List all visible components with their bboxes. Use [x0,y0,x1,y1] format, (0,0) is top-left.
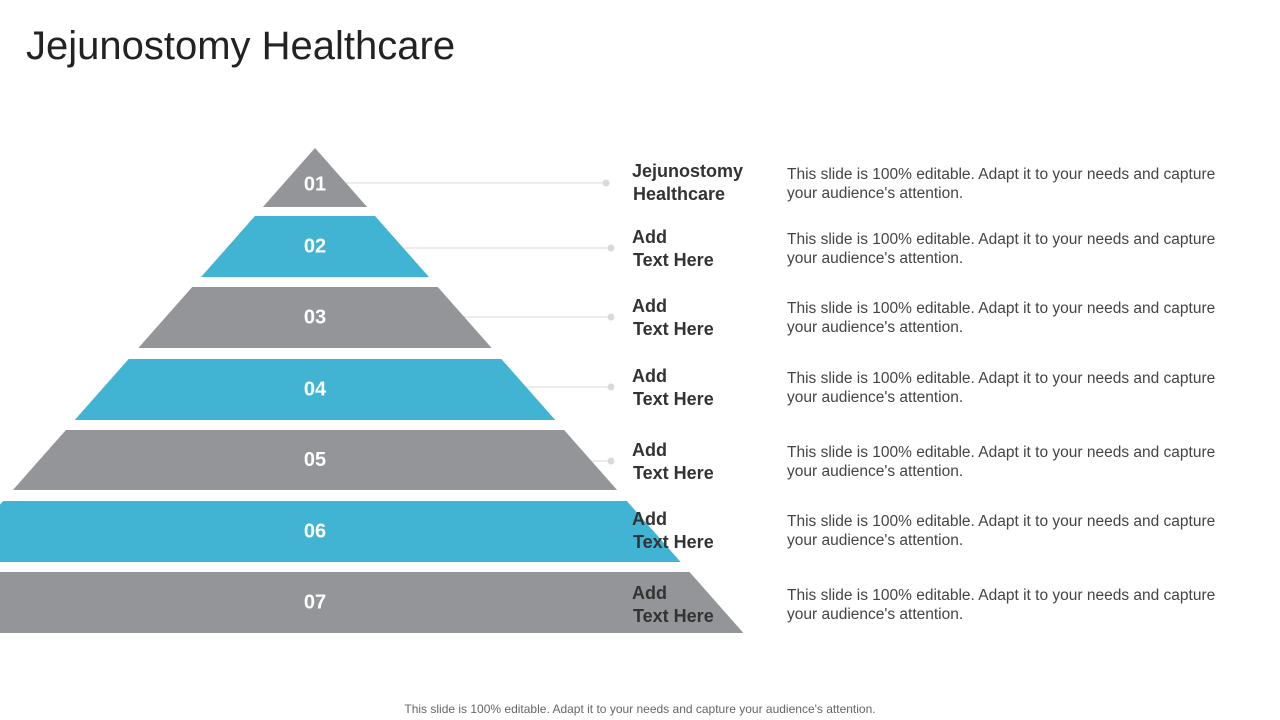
slide-title: Jejunostomy Healthcare [26,24,456,68]
pyramid-level-02 [201,216,429,277]
level-heading: Jejunostomy Healthcare [632,160,772,206]
level-heading: Add Text Here [632,439,772,485]
level-heading-line1: Add [632,583,667,603]
connector-dot [607,457,615,465]
footer-note: This slide is 100% editable. Adapt it to… [404,702,876,716]
level-heading-line1: Add [632,440,667,460]
level-number: 02 [304,236,326,258]
level-heading-line2: Text Here [633,250,714,270]
pyramid-level-06 [0,501,681,562]
level-description: This slide is 100% editable. Adapt it to… [787,444,1216,480]
level-heading: Add Text Here [632,365,772,411]
level-description: This slide is 100% editable. Adapt it to… [787,166,1216,202]
level-description: This slide is 100% editable. Adapt it to… [787,370,1216,406]
level-heading-line2: Text Here [633,606,714,626]
level-description: This slide is 100% editable. Adapt it to… [787,300,1216,336]
connector-dot [607,244,615,252]
pyramid-level-05 [12,430,618,490]
level-number: 05 [304,449,326,471]
pyramid-level-04 [74,359,556,420]
pyramid-level-01 [262,148,368,207]
level-heading-line2: Text Here [633,389,714,409]
level-heading: Add Text Here [632,582,772,628]
level-heading-line2: Text Here [633,532,714,552]
level-description: This slide is 100% editable. Adapt it to… [787,587,1216,623]
level-heading: Add Text Here [632,226,772,272]
level-number: 04 [304,379,327,401]
level-number: 07 [304,592,326,614]
level-heading-line1: Add [632,296,667,316]
level-heading: Add Text Here [632,295,772,341]
level-heading-line1: Add [632,509,667,529]
level-number: 06 [304,521,326,543]
connector-dot [607,313,615,321]
level-description: This slide is 100% editable. Adapt it to… [787,231,1216,267]
connector-dot [607,383,615,391]
level-heading: Add Text Here [632,508,772,554]
level-number: 01 [304,174,326,196]
pyramid-level-03 [138,287,492,348]
level-number: 03 [304,307,326,329]
level-description: This slide is 100% editable. Adapt it to… [787,513,1216,549]
connector-dot [602,179,610,187]
level-heading-line1: Add [632,227,667,247]
level-heading-line2: Text Here [633,463,714,483]
level-heading-line1: Jejunostomy [632,161,744,181]
pyramid-level-07 [0,572,744,633]
level-heading-line1: Add [632,366,667,386]
level-heading-line2: Healthcare [633,184,726,204]
level-heading-line2: Text Here [633,319,714,339]
